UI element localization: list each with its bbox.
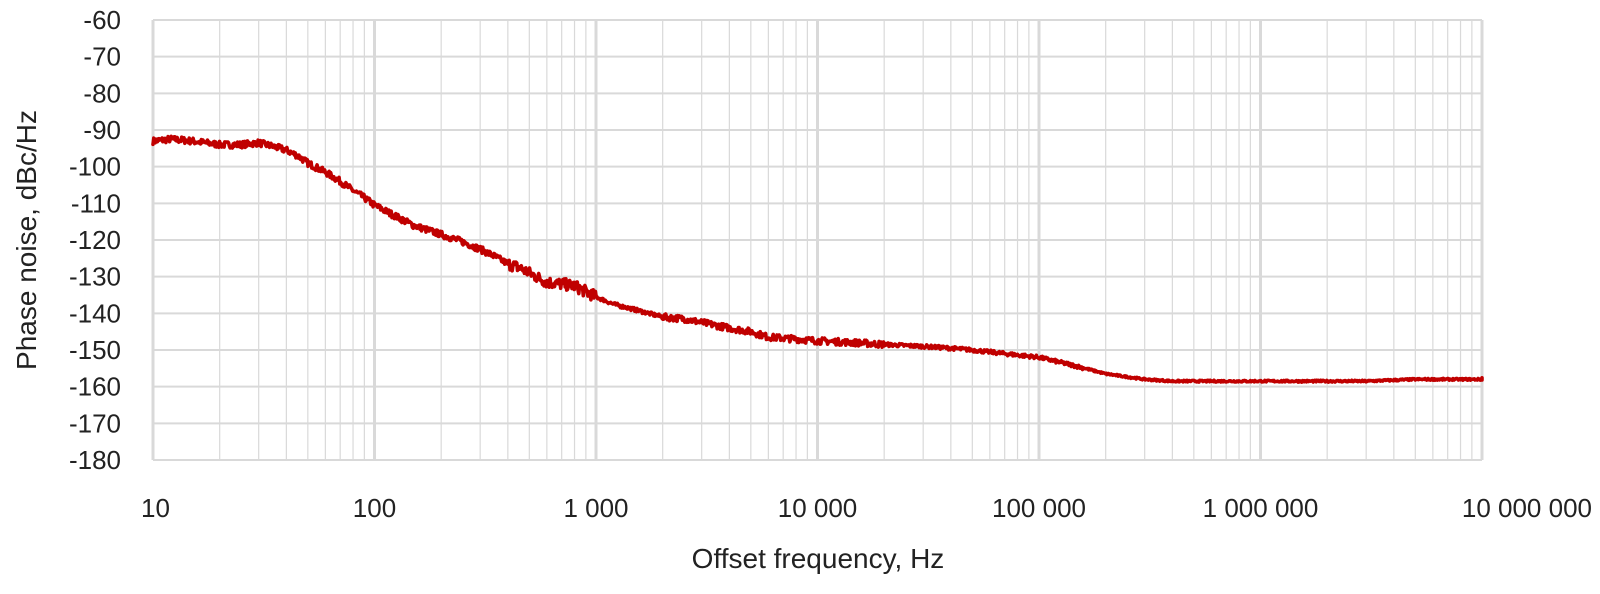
y-tick-label: -180	[69, 445, 121, 475]
x-tick-label: 10 000 000	[1462, 493, 1592, 523]
y-tick-label: -160	[69, 372, 121, 402]
series-group	[151, 134, 1484, 384]
x-tick-label: 1 000 000	[1203, 493, 1319, 523]
y-tick-label: -90	[83, 115, 121, 145]
y-tick-label: -110	[71, 188, 121, 218]
x-axis-tick-labels: 10 100 1 000 10 000 100 000 1 000 000 10 000 0…	[141, 493, 1592, 523]
y-tick-label: -140	[69, 298, 121, 328]
major-grid	[151, 19, 1484, 461]
y-tick-label: -80	[83, 78, 121, 108]
y-tick-label: -150	[69, 335, 121, 365]
y-tick-label: -170	[69, 408, 121, 438]
x-tick-label: 10	[141, 493, 170, 523]
phase-noise-series-line	[151, 134, 1484, 384]
y-tick-label: -70	[83, 42, 121, 72]
x-tick-label: 1 000	[563, 493, 628, 523]
y-tick-label: -100	[69, 152, 121, 182]
x-axis-title: Offset frequency, Hz	[692, 543, 945, 574]
x-tick-label: 100 000	[992, 493, 1086, 523]
x-tick-label: 10 000	[778, 493, 858, 523]
y-axis-title: Phase noise, dBc/Hz	[11, 110, 42, 370]
y-axis-tick-labels: -60 -70 -80 -90 -100 -110 -120 -130 -140 -150 -160…	[69, 5, 121, 475]
y-tick-label: -130	[69, 262, 121, 292]
y-tick-label: -120	[69, 225, 121, 255]
y-tick-label: -60	[83, 5, 121, 35]
x-tick-label: 100	[353, 493, 396, 523]
